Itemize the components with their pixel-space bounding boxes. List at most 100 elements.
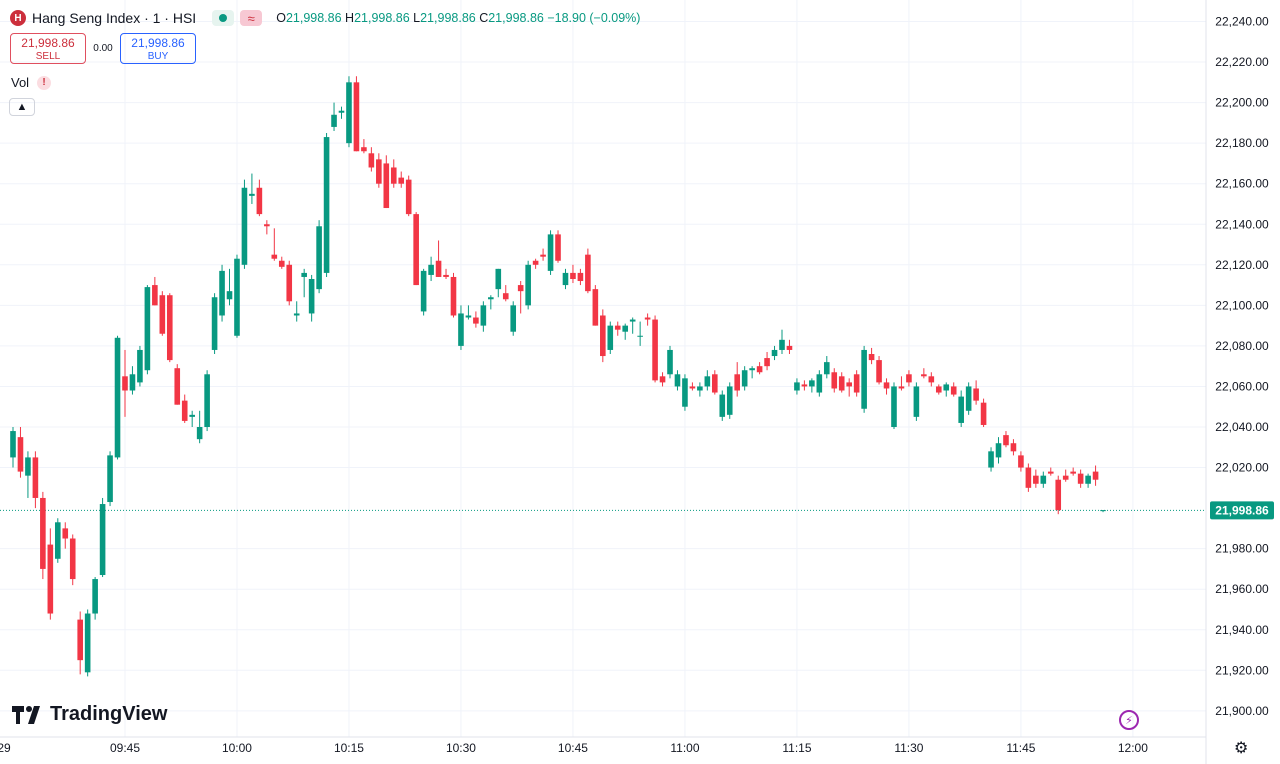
candle [891, 382, 897, 430]
candle [413, 212, 419, 286]
candle-body [532, 260, 539, 265]
candle-body [25, 457, 31, 476]
candle [562, 268, 569, 290]
candle [816, 370, 823, 397]
candle-body [249, 193, 255, 196]
candle [443, 268, 449, 279]
x-tick-label: 10:45 [558, 741, 588, 755]
candle-body [1003, 435, 1009, 446]
candle [771, 345, 778, 361]
candle [1047, 467, 1054, 476]
candle [338, 106, 345, 119]
candle [853, 370, 860, 397]
candle-body [189, 414, 195, 417]
wave-icon[interactable]: ≈ [240, 10, 263, 26]
lightning-icon[interactable]: ⚡ [1119, 710, 1139, 730]
candle [1055, 475, 1062, 515]
candle-body [99, 504, 106, 576]
candle [54, 518, 61, 563]
trade-panel: 21,998.86 SELL 0.00 21,998.86 BUY [10, 33, 196, 64]
candle [868, 347, 875, 365]
y-tick-label: 22,080.00 [1215, 339, 1269, 353]
sell-button[interactable]: 21,998.86 SELL [10, 33, 86, 64]
candle-body [876, 360, 882, 383]
gear-icon[interactable]: ⚙ [1234, 740, 1249, 757]
candle [405, 175, 412, 217]
candle [547, 230, 554, 275]
candle [323, 133, 330, 277]
market-open-icon[interactable] [212, 10, 235, 26]
candle-body [92, 579, 98, 614]
tradingview-logo[interactable]: TradingView [12, 703, 167, 726]
candle [674, 370, 681, 391]
price-axis[interactable]: 22,240.00 22,220.00 22,200.00 22,180.00 22,1… [1215, 15, 1269, 718]
candle [435, 240, 442, 277]
candle-body [726, 386, 733, 415]
collapse-chevron-up-icon[interactable]: ▲ [9, 98, 35, 116]
candle [682, 374, 688, 411]
volume-label: Vol [11, 75, 30, 90]
candle [622, 323, 629, 340]
last-price-label: 21,998.86 [1215, 503, 1269, 517]
candle [458, 305, 464, 350]
symbol-title[interactable]: Hang Seng Index · 1 · HSI [32, 10, 197, 26]
candle [502, 285, 509, 302]
candle-body [771, 349, 778, 357]
candle-body [316, 226, 322, 290]
candle-body [62, 528, 69, 539]
candle [107, 451, 113, 507]
spread-value: 0.00 [93, 43, 113, 54]
candle-body [659, 376, 666, 383]
candle-body [69, 538, 76, 580]
candle [488, 295, 494, 310]
candle [1003, 431, 1009, 448]
y-tick-label: 21,960.00 [1215, 582, 1269, 596]
candle-body [965, 386, 972, 411]
candle [346, 76, 352, 148]
candle-body [756, 366, 763, 373]
candle [1010, 439, 1017, 456]
candle [517, 281, 524, 314]
candle [525, 260, 531, 310]
candle [637, 321, 643, 346]
candle [181, 394, 188, 423]
warning-icon[interactable]: ! [37, 75, 52, 90]
buy-button[interactable]: 21,998.86 BUY [120, 33, 196, 64]
candle-body [510, 305, 517, 332]
candle [846, 378, 852, 397]
candle [876, 356, 882, 385]
candle-body [585, 254, 591, 292]
candle [659, 372, 666, 387]
candle-body [734, 374, 741, 391]
candle-body [323, 137, 330, 273]
candle [219, 264, 225, 322]
candle [644, 313, 651, 326]
candle-body [1033, 475, 1039, 484]
candle-body [614, 325, 621, 330]
candles [10, 76, 1106, 677]
time-axis[interactable]: 29 09:45 10:00 10:15 10:30 10:45 11:00 11:15 11:… [0, 741, 1148, 755]
candle [129, 366, 136, 395]
low-label: L [413, 11, 421, 25]
candle-body [779, 339, 785, 350]
candle-body [1062, 475, 1069, 480]
symbol-logo-icon[interactable]: H [10, 10, 26, 26]
candle-body [1077, 473, 1084, 484]
candle-body [622, 325, 629, 332]
candle-body [667, 349, 673, 375]
candle [1018, 451, 1024, 472]
candle [495, 268, 502, 298]
candle-body [712, 374, 718, 393]
volume-legend[interactable]: Vol ! [11, 75, 52, 90]
candle-body [883, 382, 890, 389]
candle-body [10, 431, 16, 458]
candle-body [1040, 475, 1047, 484]
candle-body [338, 110, 345, 113]
y-tick-label: 22,040.00 [1215, 420, 1269, 434]
x-tick-label: 10:00 [222, 741, 252, 755]
candle [741, 366, 748, 391]
candle [17, 427, 24, 478]
candle [928, 372, 935, 387]
open-label: O [276, 11, 286, 25]
